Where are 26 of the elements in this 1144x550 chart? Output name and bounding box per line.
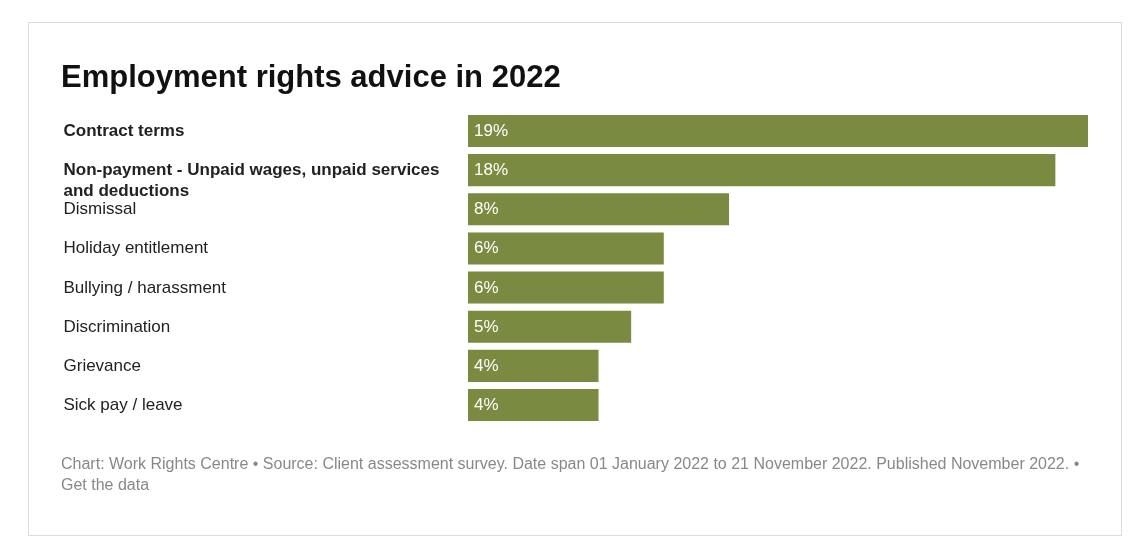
y-tick-label: Grievance	[63, 355, 141, 375]
chart-title: Employment rights advice in 2022	[61, 59, 561, 95]
data-label: 6%	[474, 277, 499, 297]
y-tick-label: Dismissal	[63, 199, 137, 219]
bar	[468, 114, 1088, 148]
y-tick-label: Bullying / harassment	[63, 277, 227, 297]
y-tick-label: Non-payment - Unpaid wages, unpaid services and deductions	[63, 160, 440, 201]
bar	[468, 193, 730, 226]
data-label: 18%	[474, 160, 509, 180]
y-tick-label: Holiday entitlement	[63, 238, 209, 258]
y-tick-label: Contract terms	[63, 121, 185, 141]
data-label: 5%	[474, 316, 499, 336]
data-label: 8%	[474, 199, 499, 219]
data-label: 19%	[474, 121, 509, 141]
y-tick-label: Discrimination	[63, 316, 171, 336]
bar	[468, 310, 632, 343]
y-tick-label: Sick pay / leave	[63, 394, 183, 414]
text: Chart: Work Rights Centre • Source: Client assessment survey. Date span 01 January 2022 to 21 November 2022. Published November 2022. • Get the data	[61, 454, 1081, 495]
data-label: 4%	[474, 394, 499, 414]
bar	[468, 271, 664, 304]
data-label: 4%	[474, 355, 499, 375]
bar	[468, 232, 664, 265]
bar	[468, 349, 599, 382]
bar	[468, 154, 1056, 187]
bar	[468, 388, 599, 422]
data-label: 6%	[474, 238, 499, 258]
